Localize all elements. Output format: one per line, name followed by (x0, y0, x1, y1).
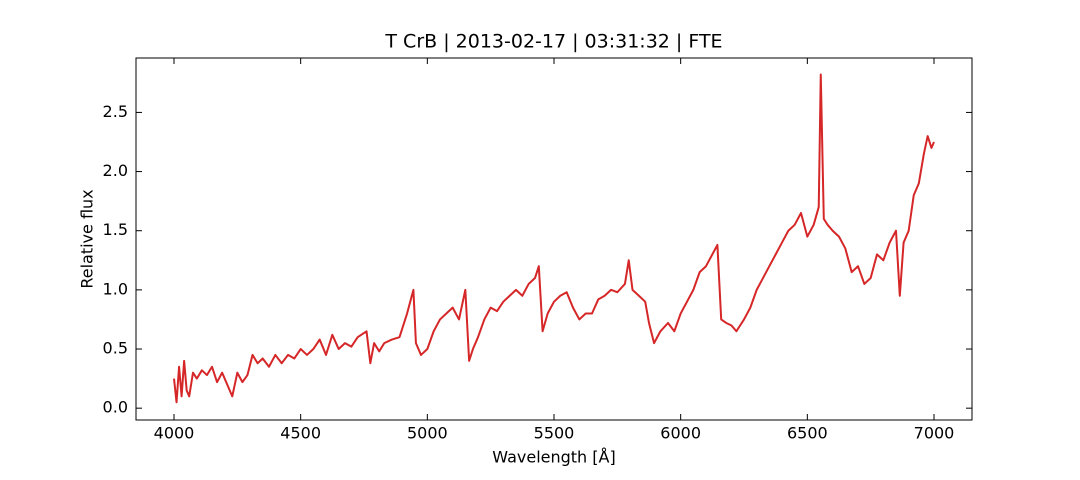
y-tick-label: 0.0 (103, 398, 128, 417)
x-tick-label: 6000 (660, 424, 701, 443)
y-tick-label: 2.0 (103, 161, 128, 180)
plot-frame (135, 57, 973, 421)
y-tick-label: 0.5 (103, 339, 128, 358)
y-tick-label: 2.5 (103, 102, 128, 121)
x-tick-label: 5500 (534, 424, 575, 443)
y-axis-label: Relative flux (78, 189, 97, 288)
spectrum-line (173, 73, 935, 404)
x-axis-label: Wavelength [Å] (492, 448, 615, 467)
y-tick-label: 1.5 (103, 220, 128, 239)
x-tick-label: 6500 (787, 424, 828, 443)
x-tick-label: 5000 (407, 424, 448, 443)
x-tick-label: 4000 (154, 424, 195, 443)
x-tick-label: 4500 (280, 424, 321, 443)
y-tick-label: 1.0 (103, 279, 128, 298)
x-tick-label: 7000 (914, 424, 955, 443)
chart-title: T CrB | 2013-02-17 | 03:31:32 | FTE (384, 31, 722, 53)
